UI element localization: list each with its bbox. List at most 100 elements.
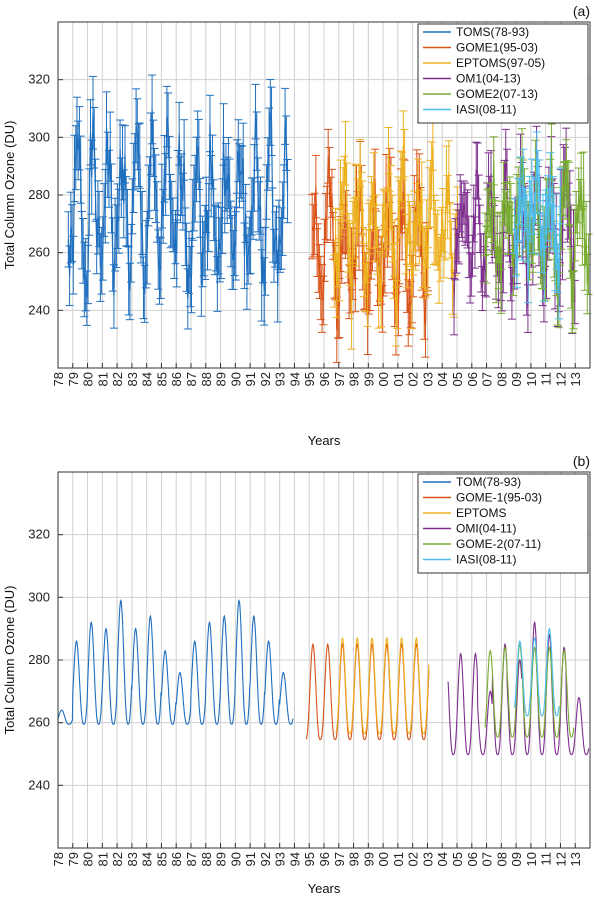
legend-entry: IASI(08-11): [456, 103, 516, 117]
x-tick-label: 91: [243, 372, 258, 386]
series-line: [333, 144, 459, 318]
y-tick-label: 260: [28, 245, 50, 260]
x-tick-label: 98: [347, 372, 362, 386]
x-tick-label: 79: [66, 372, 81, 386]
x-tick-label: 11: [539, 372, 554, 386]
legend: TOMS(78-93) GOME1(95-03)EPTOMS(97-05) OM1(…: [417, 23, 589, 124]
panel-label: (b): [573, 453, 590, 469]
x-tick-label: 10: [524, 852, 539, 866]
series-line: [484, 152, 590, 305]
x-tick-label: 81: [95, 852, 110, 866]
panel-label: (a): [573, 3, 590, 19]
series-eptoms-97-05-: [330, 110, 462, 350]
series-line: [67, 109, 289, 300]
x-tick-label: 98: [347, 852, 362, 866]
x-tick-label: 79: [66, 852, 81, 866]
x-tick-label: 04: [435, 852, 450, 866]
legend-entry: GOME1(95-03): [456, 41, 538, 55]
series-line: [514, 155, 561, 289]
legend-entry: EPTOMS(97-05): [456, 56, 545, 70]
x-tick-label: 95: [302, 852, 317, 866]
series-gome1-95-03-: [308, 128, 432, 364]
x-tick-label: 84: [140, 372, 155, 386]
y-tick-label: 280: [28, 187, 50, 202]
x-tick-label: 05: [450, 372, 465, 386]
legend-entry: GOME-2(07-11): [456, 537, 541, 551]
y-tick-label: 300: [28, 589, 50, 604]
x-tick-label: 87: [184, 372, 199, 386]
x-tick-label: 85: [154, 852, 169, 866]
y-tick-label: 280: [28, 652, 50, 667]
y-tick-label: 240: [28, 777, 50, 792]
x-axis-label: Years: [308, 433, 341, 448]
x-tick-label: 88: [199, 372, 214, 386]
x-tick-label: 94: [287, 852, 302, 866]
y-tick-label: 300: [28, 129, 50, 144]
series-iasi-08-11-: [514, 627, 560, 717]
legend-entry: GOME-1(95-03): [456, 491, 542, 505]
x-tick-label: 99: [361, 852, 376, 866]
y-tick-label: 320: [28, 72, 50, 87]
x-tick-label: 82: [110, 852, 125, 866]
series-iasi-08-11-: [510, 131, 565, 320]
x-tick-label: 03: [420, 372, 435, 386]
x-tick-label: 06: [465, 372, 480, 386]
legend-box: [417, 23, 589, 124]
x-tick-label: 02: [406, 372, 421, 386]
series-line: [57, 598, 294, 725]
x-tick-label: 87: [184, 852, 199, 866]
x-tick-label: 88: [199, 852, 214, 866]
x-tick-label: 07: [480, 372, 495, 386]
x-tick-label: 06: [465, 852, 480, 866]
x-tick-label: 95: [302, 372, 317, 386]
x-axis-label: Years: [308, 881, 341, 896]
x-tick-label: 78: [51, 852, 66, 866]
x-tick-label: 12: [553, 852, 568, 866]
x-tick-label: 03: [420, 852, 435, 866]
x-tick-label: 89: [214, 372, 229, 386]
x-tick-label: 90: [228, 372, 243, 386]
x-tick-label: 01: [391, 372, 406, 386]
legend-entry: IASI(08-11): [456, 553, 516, 567]
x-tick-label: 13: [568, 852, 583, 866]
x-tick-label: 83: [125, 852, 140, 866]
x-tick-label: 08: [494, 852, 509, 866]
x-tick-label: 94: [287, 372, 302, 386]
x-tick-label: 91: [243, 852, 258, 866]
x-tick-label: 90: [228, 852, 243, 866]
x-tick-label: 84: [140, 852, 155, 866]
legend: TOM(78-93) GOME-1(95-03)EPTOMS OMI(04-11)G…: [417, 473, 589, 574]
x-tick-label: 05: [450, 852, 465, 866]
x-tick-label: 83: [125, 372, 140, 386]
x-tick-label: 04: [435, 372, 450, 386]
x-tick-label: 80: [81, 372, 96, 386]
y-axis-label: Total Column Ozone (DU): [2, 121, 17, 270]
x-tick-label: 12: [553, 372, 568, 386]
x-tick-label: 00: [376, 852, 391, 866]
x-tick-label: 00: [376, 372, 391, 386]
legend-entry: GOME2(07-13): [456, 87, 538, 101]
x-tick-label: 09: [509, 852, 524, 866]
legend-entry: OMI(04-11): [456, 522, 516, 536]
x-tick-label: 08: [494, 372, 509, 386]
legend-entry: TOMS(78-93): [456, 25, 529, 39]
y-tick-label: 240: [28, 302, 50, 317]
x-tick-label: 93: [273, 852, 288, 866]
x-tick-label: 78: [51, 372, 66, 386]
x-tick-label: 07: [480, 852, 495, 866]
series-gome-2-07-11-: [484, 643, 575, 738]
x-tick-label: 97: [332, 372, 347, 386]
series-tom-78-93-: [57, 598, 294, 725]
series-toms-78-93-: [64, 74, 292, 330]
x-tick-label: 92: [258, 852, 273, 866]
x-tick-label: 86: [169, 372, 184, 386]
x-tick-label: 02: [406, 852, 421, 866]
legend-entry: TOM(78-93): [456, 475, 521, 489]
y-tick-label: 260: [28, 715, 50, 730]
x-tick-label: 80: [81, 852, 96, 866]
x-tick-label: 96: [317, 372, 332, 386]
x-tick-label: 13: [568, 372, 583, 386]
